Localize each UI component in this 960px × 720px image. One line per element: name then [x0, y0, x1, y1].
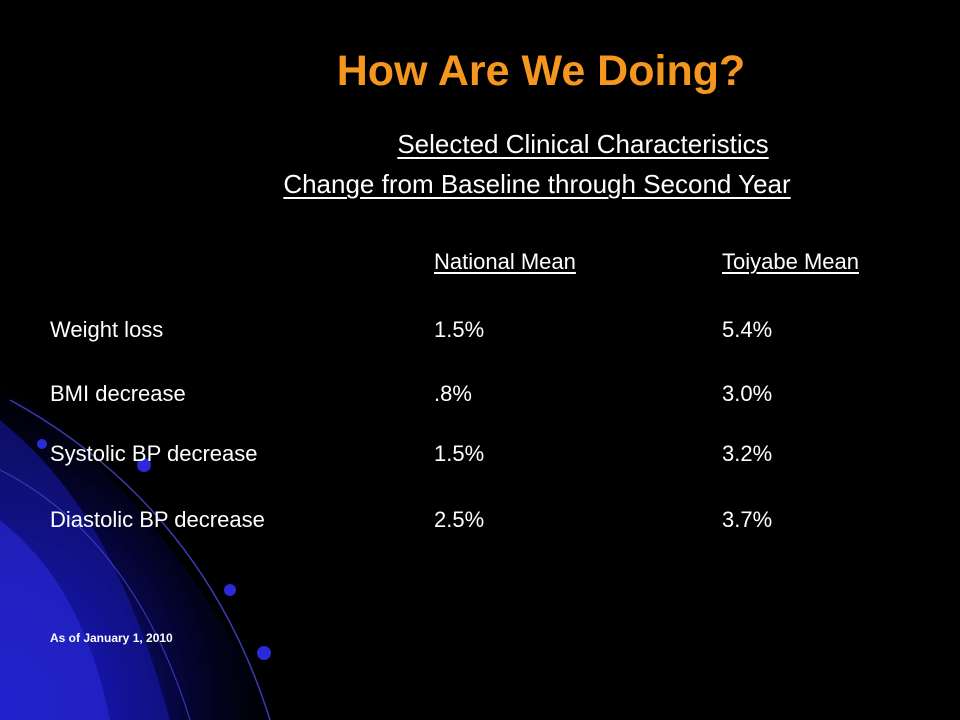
subtitle-line-1: Selected Clinical Characteristics — [397, 129, 769, 159]
slide-title: How Are We Doing? — [336, 47, 746, 95]
blue-band-inner — [0, 520, 110, 720]
row-label-diastolic-bp-decrease: Diastolic BP decrease — [50, 507, 265, 532]
decorative-dot — [257, 646, 271, 660]
decorative-dot — [37, 439, 47, 449]
toiyabe-mean-systolic-bp: 3.2% — [722, 441, 773, 466]
national-mean-weight-loss: 1.5% — [434, 317, 485, 342]
decorative-dot — [224, 584, 236, 596]
national-mean-bmi-decrease: .8% — [434, 381, 472, 406]
national-mean-systolic-bp: 1.5% — [434, 441, 485, 466]
arc-line-inner — [0, 469, 191, 720]
subtitle-line-2: Change from Baseline through Second Year — [283, 169, 791, 199]
footnote-date: As of January 1, 2010 — [50, 631, 173, 645]
toiyabe-mean-diastolic-bp: 3.7% — [722, 507, 773, 532]
national-mean-diastolic-bp: 2.5% — [434, 507, 485, 532]
column-header-national-mean: National Mean — [434, 249, 576, 274]
toiyabe-mean-weight-loss: 5.4% — [722, 317, 773, 342]
arc-line-outer — [9, 399, 271, 720]
column-header-toiyabe-mean: Toiyabe Mean — [722, 249, 859, 274]
decorative-dot — [137, 458, 151, 472]
toiyabe-mean-bmi-decrease: 3.0% — [722, 381, 773, 406]
row-label-bmi-decrease: BMI decrease — [50, 381, 186, 406]
row-label-weight-loss: Weight loss — [50, 317, 164, 342]
row-label-systolic-bp-decrease: Systolic BP decrease — [50, 441, 258, 466]
